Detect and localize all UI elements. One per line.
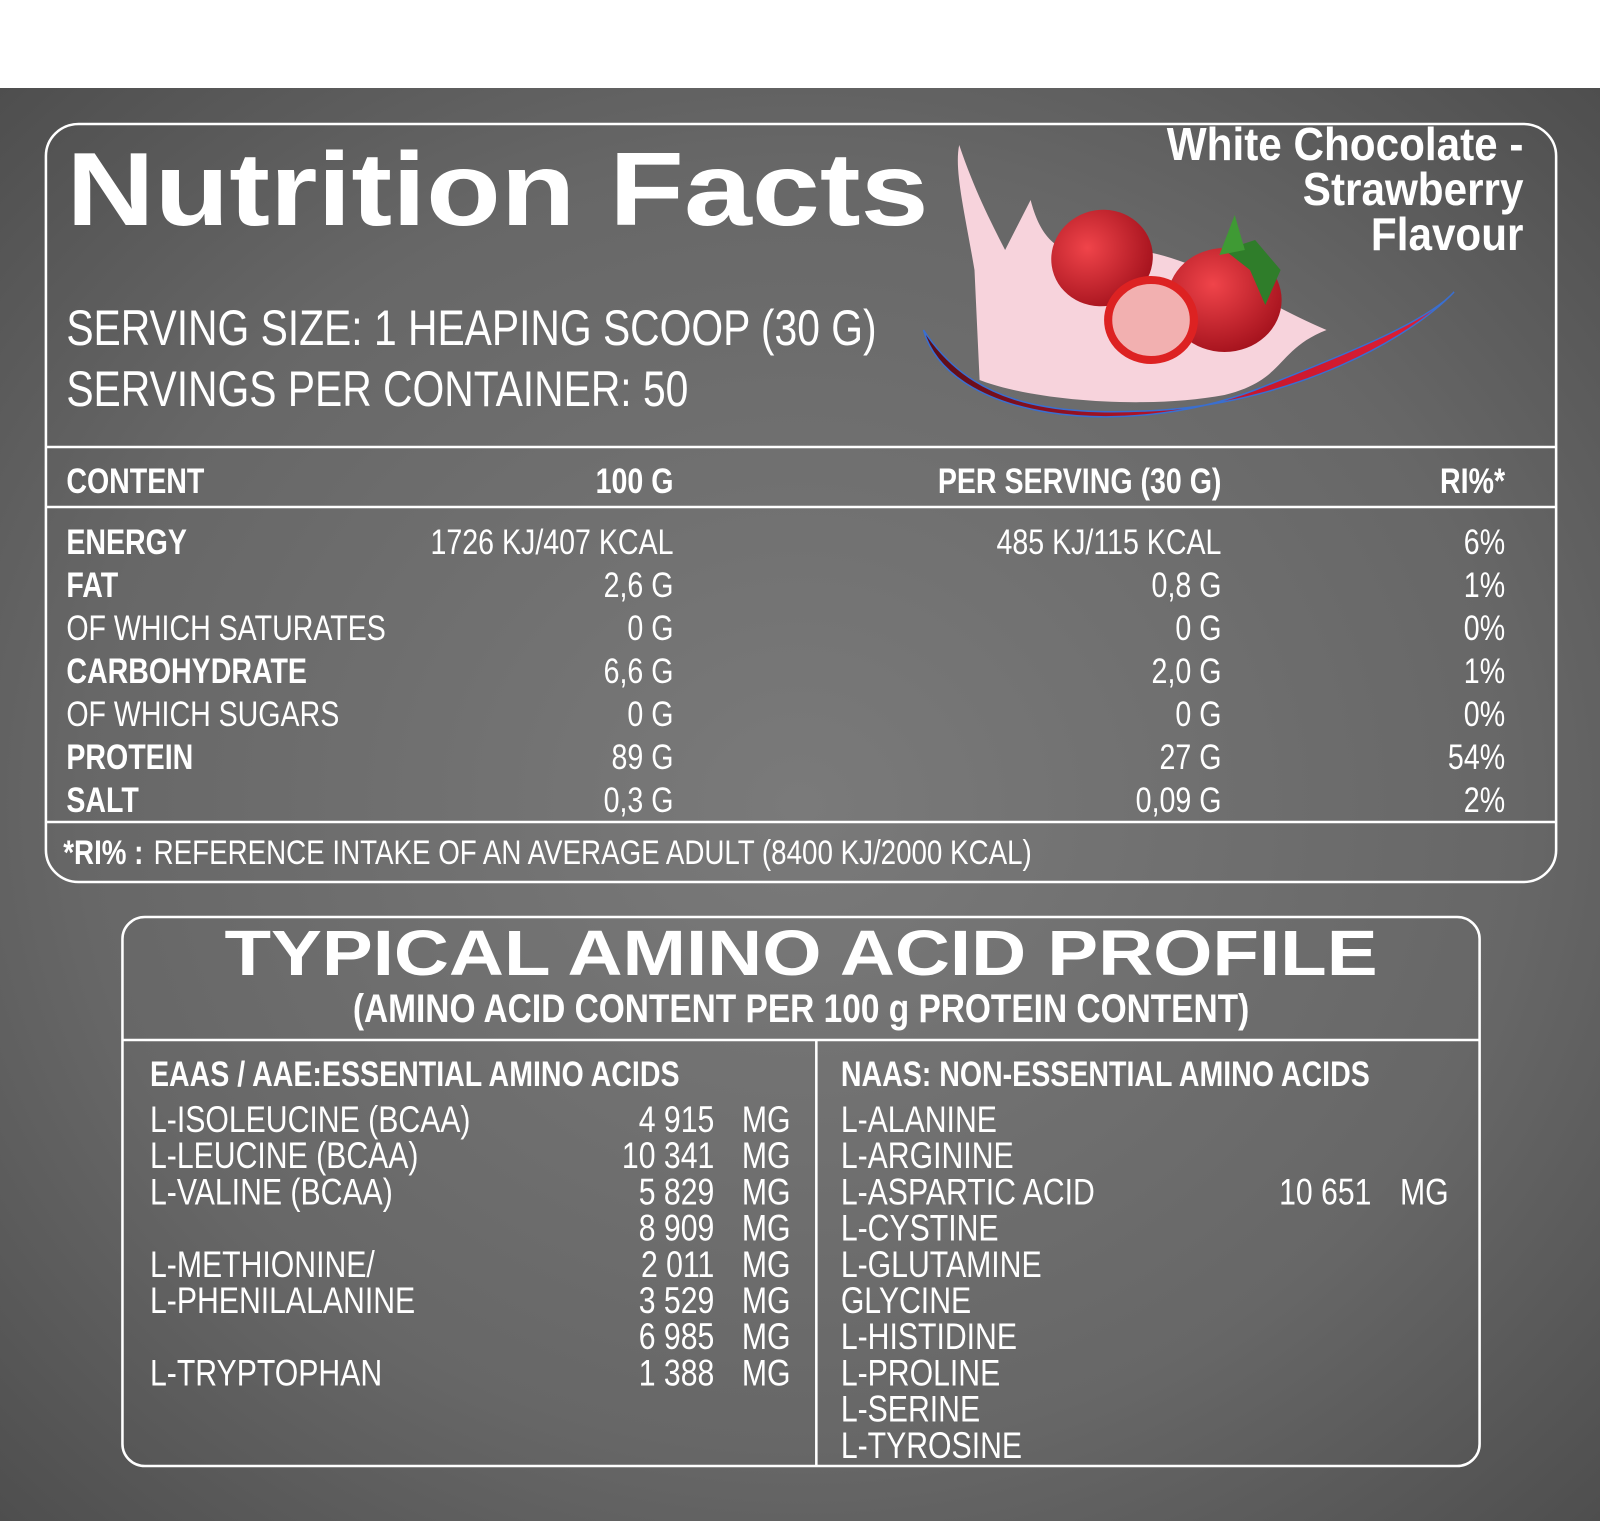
cell-value: 6,6 G xyxy=(604,651,674,690)
amino-value: 8 909 xyxy=(639,1208,715,1250)
amino-value: 1 388 xyxy=(639,1353,715,1395)
background xyxy=(0,88,1600,1521)
strawberry-illustration xyxy=(922,145,1455,418)
amino-unit: MG xyxy=(742,1135,791,1177)
cell-value: 2,6 G xyxy=(604,565,674,604)
amino-value: 10 341 xyxy=(622,1135,714,1177)
cell-value: 2% xyxy=(1464,780,1505,819)
amino-name: L-PHENILALANINE xyxy=(150,1280,415,1322)
column-header: PER SERVING (30 G) xyxy=(938,461,1222,500)
column-heading: EAAS / AAE:ESSENTIAL AMINO ACIDS xyxy=(150,1054,680,1093)
cell-value: 2,0 G xyxy=(1152,651,1222,690)
amino-box xyxy=(121,915,1481,1468)
amino-name: L-ALANINE xyxy=(841,1099,997,1141)
amino-value: 6 985 xyxy=(639,1316,715,1358)
amino-unit: MG xyxy=(742,1316,791,1358)
cell-value: 1% xyxy=(1464,651,1505,690)
amino-name: L-TRYPTOPHAN xyxy=(150,1353,382,1395)
cell-value: 0,09 G xyxy=(1136,780,1222,819)
column-heading: NAAS: NON-ESSENTIAL AMINO ACIDS xyxy=(841,1054,1370,1093)
column-header: 100 G xyxy=(596,461,674,500)
cell-value: 0 G xyxy=(627,608,673,647)
amino-unit: MG xyxy=(742,1099,791,1141)
amino-subtitle: (AMINO ACID CONTENT PER 100 g PROTEIN CO… xyxy=(353,986,1249,1030)
flavour: White Chocolate - xyxy=(1167,119,1524,170)
amino-name: L-SERINE xyxy=(841,1389,980,1431)
amino-name: L-HISTIDINE xyxy=(841,1316,1017,1358)
cell-value: 0 G xyxy=(627,694,673,733)
row-label: PROTEIN xyxy=(66,737,193,776)
nutrition-box xyxy=(44,122,1558,884)
row-label: SALT xyxy=(66,780,139,819)
cell-value: 0 G xyxy=(1175,608,1221,647)
amino-unit: MG xyxy=(742,1208,791,1250)
flavour: Flavour xyxy=(1371,209,1524,260)
cell-value: 89 G xyxy=(612,737,674,776)
amino-name: L-LEUCINE (BCAA) xyxy=(150,1135,418,1177)
footnote: REFERENCE INTAKE OF AN AVERAGE ADULT (84… xyxy=(154,833,1032,871)
amino-value: 5 829 xyxy=(639,1172,715,1214)
amino-unit: MG xyxy=(742,1172,791,1214)
amino-name: L-METHIONINE/ xyxy=(150,1244,375,1286)
amino-unit: MG xyxy=(742,1353,791,1395)
serving-size: SERVING SIZE: 1 HEAPING SCOOP (30 G) xyxy=(66,300,876,356)
amino-value: 4 915 xyxy=(639,1099,715,1141)
amino-value: 3 529 xyxy=(639,1280,715,1322)
cell-value: 0% xyxy=(1464,694,1505,733)
servings-per-container: SERVINGS PER CONTAINER: 50 xyxy=(66,361,688,417)
row-label: FAT xyxy=(66,565,118,604)
title: Nutrition Facts xyxy=(66,132,928,248)
column-header: RI%* xyxy=(1440,461,1506,500)
cell-value: 27 G xyxy=(1159,737,1221,776)
amino-value: 10 651 xyxy=(1279,1172,1371,1214)
cell-value: 0 G xyxy=(1175,694,1221,733)
amino-unit: MG xyxy=(1400,1172,1449,1214)
amino-name: L-ARGININE xyxy=(841,1135,1014,1177)
amino-name: L-VALINE (BCAA) xyxy=(150,1172,393,1214)
row-label: ENERGY xyxy=(66,522,187,561)
amino-name: L-TYROSINE xyxy=(841,1425,1022,1467)
footnote-label: *RI% : xyxy=(63,833,143,871)
amino-value: 2 011 xyxy=(641,1244,714,1286)
cell-value: 6% xyxy=(1464,522,1505,561)
row-label: OF WHICH SATURATES xyxy=(66,608,385,647)
amino-unit: MG xyxy=(742,1244,791,1286)
flavour: Strawberry xyxy=(1303,164,1524,215)
cell-value: 0,8 G xyxy=(1152,565,1222,604)
amino-name: L-PROLINE xyxy=(841,1353,1000,1395)
cell-value: 485 KJ/115 KCAL xyxy=(996,522,1221,561)
amino-title: TYPICAL AMINO ACID PROFILE xyxy=(224,917,1377,989)
cell-value: 0,3 G xyxy=(604,780,674,819)
amino-name: L-ISOLEUCINE (BCAA) xyxy=(150,1099,471,1141)
amino-name: GLYCINE xyxy=(841,1280,971,1322)
column-header: CONTENT xyxy=(66,461,204,500)
row-label: OF WHICH SUGARS xyxy=(66,694,339,733)
cell-value: 1% xyxy=(1464,565,1505,604)
cell-value: 0% xyxy=(1464,608,1505,647)
amino-name: L-GLUTAMINE xyxy=(841,1244,1042,1286)
row-label: CARBOHYDRATE xyxy=(66,651,307,690)
amino-name: L-ASPARTIC ACID xyxy=(841,1172,1095,1214)
cell-value: 1726 KJ/407 KCAL xyxy=(431,522,674,561)
amino-unit: MG xyxy=(742,1280,791,1322)
amino-name: L-CYSTINE xyxy=(841,1208,999,1250)
cell-value: 54% xyxy=(1448,737,1505,776)
top-band xyxy=(0,0,1600,88)
